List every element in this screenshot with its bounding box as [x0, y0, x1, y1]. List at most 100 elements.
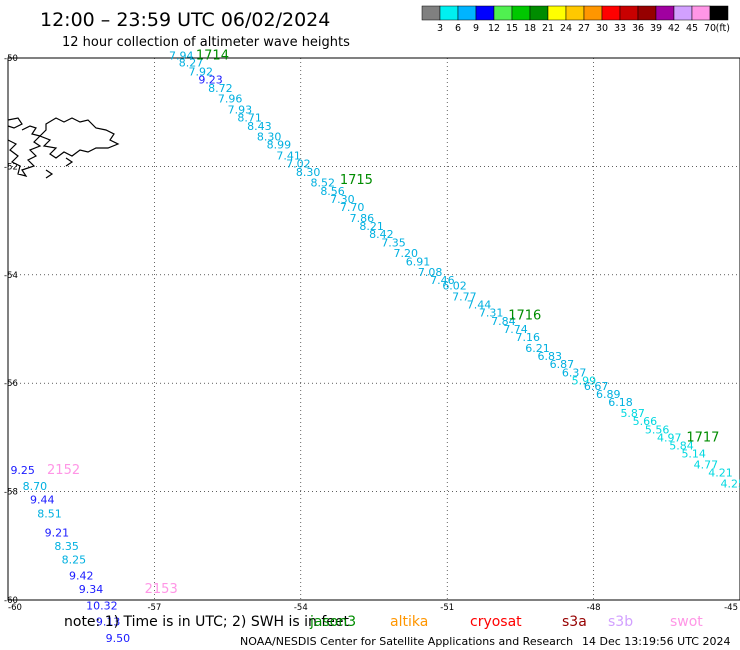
wave-height-label: 9.23: [198, 74, 223, 87]
wave-height-label: 4.25: [720, 477, 740, 490]
colorbar-tick-label: 70: [704, 23, 716, 34]
wave-height-label: 7.86: [350, 212, 375, 225]
colorbar-tick-label: 24: [560, 23, 572, 34]
wave-height-label: 6.87: [550, 358, 575, 371]
wave-height-label: 5.66: [633, 415, 658, 428]
wave-height-label: 8.56: [320, 185, 345, 198]
wave-height-label: 8.42: [369, 228, 394, 241]
track-jason3: 7.948.277.929.238.727.967.938.718.438.30…: [169, 48, 740, 490]
colorbar-tick-label: 39: [650, 23, 662, 34]
satellite-legend: jason3 altika cryosat s3a s3b swot: [309, 614, 703, 630]
wave-height-label: 8.51: [37, 507, 62, 520]
wave-height-label: 10.32: [86, 599, 118, 612]
colorbar-swatch: [493, 5, 513, 21]
latitude-label: -52: [4, 162, 18, 172]
colorbar-tick-label: 21: [542, 23, 554, 34]
wave-height-label: 7.46: [430, 274, 455, 287]
wave-height-label: 6.18: [608, 396, 633, 409]
colorbar-tick-label: 45: [686, 23, 698, 34]
wave-height-label: 7.92: [189, 66, 214, 79]
legend-swot: swot: [670, 614, 703, 630]
colorbar-swatch: [709, 5, 729, 21]
colorbar-swatch: [619, 5, 639, 21]
colorbar-swatch: [439, 5, 459, 21]
wave-height-label: 9.44: [30, 494, 55, 507]
wave-height-label: 6.83: [537, 350, 562, 363]
legend-jason3: jason3: [309, 614, 356, 630]
longitude-label: -45: [724, 603, 738, 613]
plot-frame: [7, 57, 740, 601]
latitude-label: -58: [4, 488, 18, 498]
longitude-label: -60: [8, 603, 22, 613]
wave-height-label: 7.08: [418, 266, 443, 279]
pass-time-label: 1717: [686, 430, 719, 445]
wave-height-label: 7.02: [286, 158, 311, 171]
pass-time-label: 2152: [47, 463, 80, 478]
wave-height-label: 6.89: [596, 388, 621, 401]
colorbar-unit: (ft): [716, 23, 730, 34]
wave-height-label: 7.35: [381, 236, 406, 249]
map-subtitle: 12 hour collection of altimeter wave hei…: [62, 35, 350, 50]
wave-height-label: 4.97: [657, 431, 682, 444]
wave-height-label: 7.70: [340, 201, 365, 214]
footer-credit: NOAA/NESDIS Center for Satellite Applica…: [240, 635, 573, 648]
pass-time-label: 1715: [340, 173, 373, 188]
legend-s3b: s3b: [608, 614, 633, 630]
colorbar-swatch: [655, 5, 675, 21]
colorbar-tick-label: 12: [488, 23, 500, 34]
wave-height-label: 8.30: [257, 131, 282, 144]
wave-height-label: 7.77: [452, 290, 477, 303]
wave-height-label: 7.96: [218, 93, 243, 106]
wave-height-label: 8.70: [23, 480, 48, 493]
wave-height-label: 8.72: [208, 82, 233, 95]
longitude-label: -51: [440, 603, 454, 613]
wave-height-label: 9.34: [79, 583, 104, 596]
wave-height-label: 5.14: [681, 448, 706, 461]
wave-height-label: 7.74: [503, 323, 528, 336]
wave-height-label: 8.99: [267, 139, 292, 152]
colorbar-swatch: [565, 5, 585, 21]
legend-s3a: s3a: [562, 614, 587, 630]
colorbar-swatch: [673, 5, 693, 21]
latitude-label: -56: [4, 379, 18, 389]
wave-height-label: 7.31: [479, 307, 504, 320]
colorbar-swatch: [637, 5, 657, 21]
colorbar-swatch: [457, 5, 477, 21]
falkland-islands-outline: [7, 117, 120, 179]
wave-height-label: 7.16: [516, 331, 541, 344]
wave-height-label: 8.25: [62, 553, 87, 566]
colorbar-tick-label: 18: [524, 23, 536, 34]
pass-time-label: 2153: [145, 582, 178, 597]
wave-height-label: 5.56: [645, 423, 670, 436]
wave-height-label: 6.37: [562, 366, 587, 379]
wave-height-label: 6.91: [406, 255, 431, 268]
wave-height-label: 8.71: [237, 112, 261, 125]
colorbar: 3 6 9 12 15 18 21 24 27 30 33 36 39 42 45 70 (ft): [421, 5, 730, 34]
colorbar-tick-label: 33: [614, 23, 626, 34]
coastline: [7, 117, 120, 179]
legend-altika: altika: [390, 614, 428, 630]
colorbar-swatch: [421, 5, 441, 21]
colorbar-tick-label: 27: [578, 23, 590, 34]
wave-height-label: 7.30: [330, 193, 355, 206]
pass-time-label: 1716: [508, 308, 541, 323]
wave-height-label: 5.87: [620, 407, 645, 420]
latitude-label: -54: [4, 271, 18, 281]
colorbar-tick-label: 15: [506, 23, 518, 34]
wave-height-label: 5.84: [669, 440, 694, 453]
wave-height-label: 6.02: [442, 280, 467, 293]
longitude-label: -57: [147, 603, 161, 613]
wave-height-label: 7.44: [467, 299, 492, 312]
wave-height-label: 9.13: [96, 616, 121, 629]
wave-height-label: 8.30: [296, 166, 321, 179]
satellite-tracks: 7.948.277.929.238.727.967.938.718.438.30…: [10, 48, 740, 645]
wave-height-label: 7.84: [491, 315, 516, 328]
colorbar-swatch: [511, 5, 531, 21]
wave-height-label: 7.20: [394, 247, 419, 260]
pass-time-label: 1714: [196, 48, 229, 63]
latitude-label: -50: [4, 54, 18, 64]
wave-height-label: 7.93: [228, 103, 253, 116]
colorbar-tick-label: 42: [668, 23, 680, 34]
colorbar-tick-label: 36: [632, 23, 644, 34]
wave-height-label: 9.21: [45, 526, 70, 539]
